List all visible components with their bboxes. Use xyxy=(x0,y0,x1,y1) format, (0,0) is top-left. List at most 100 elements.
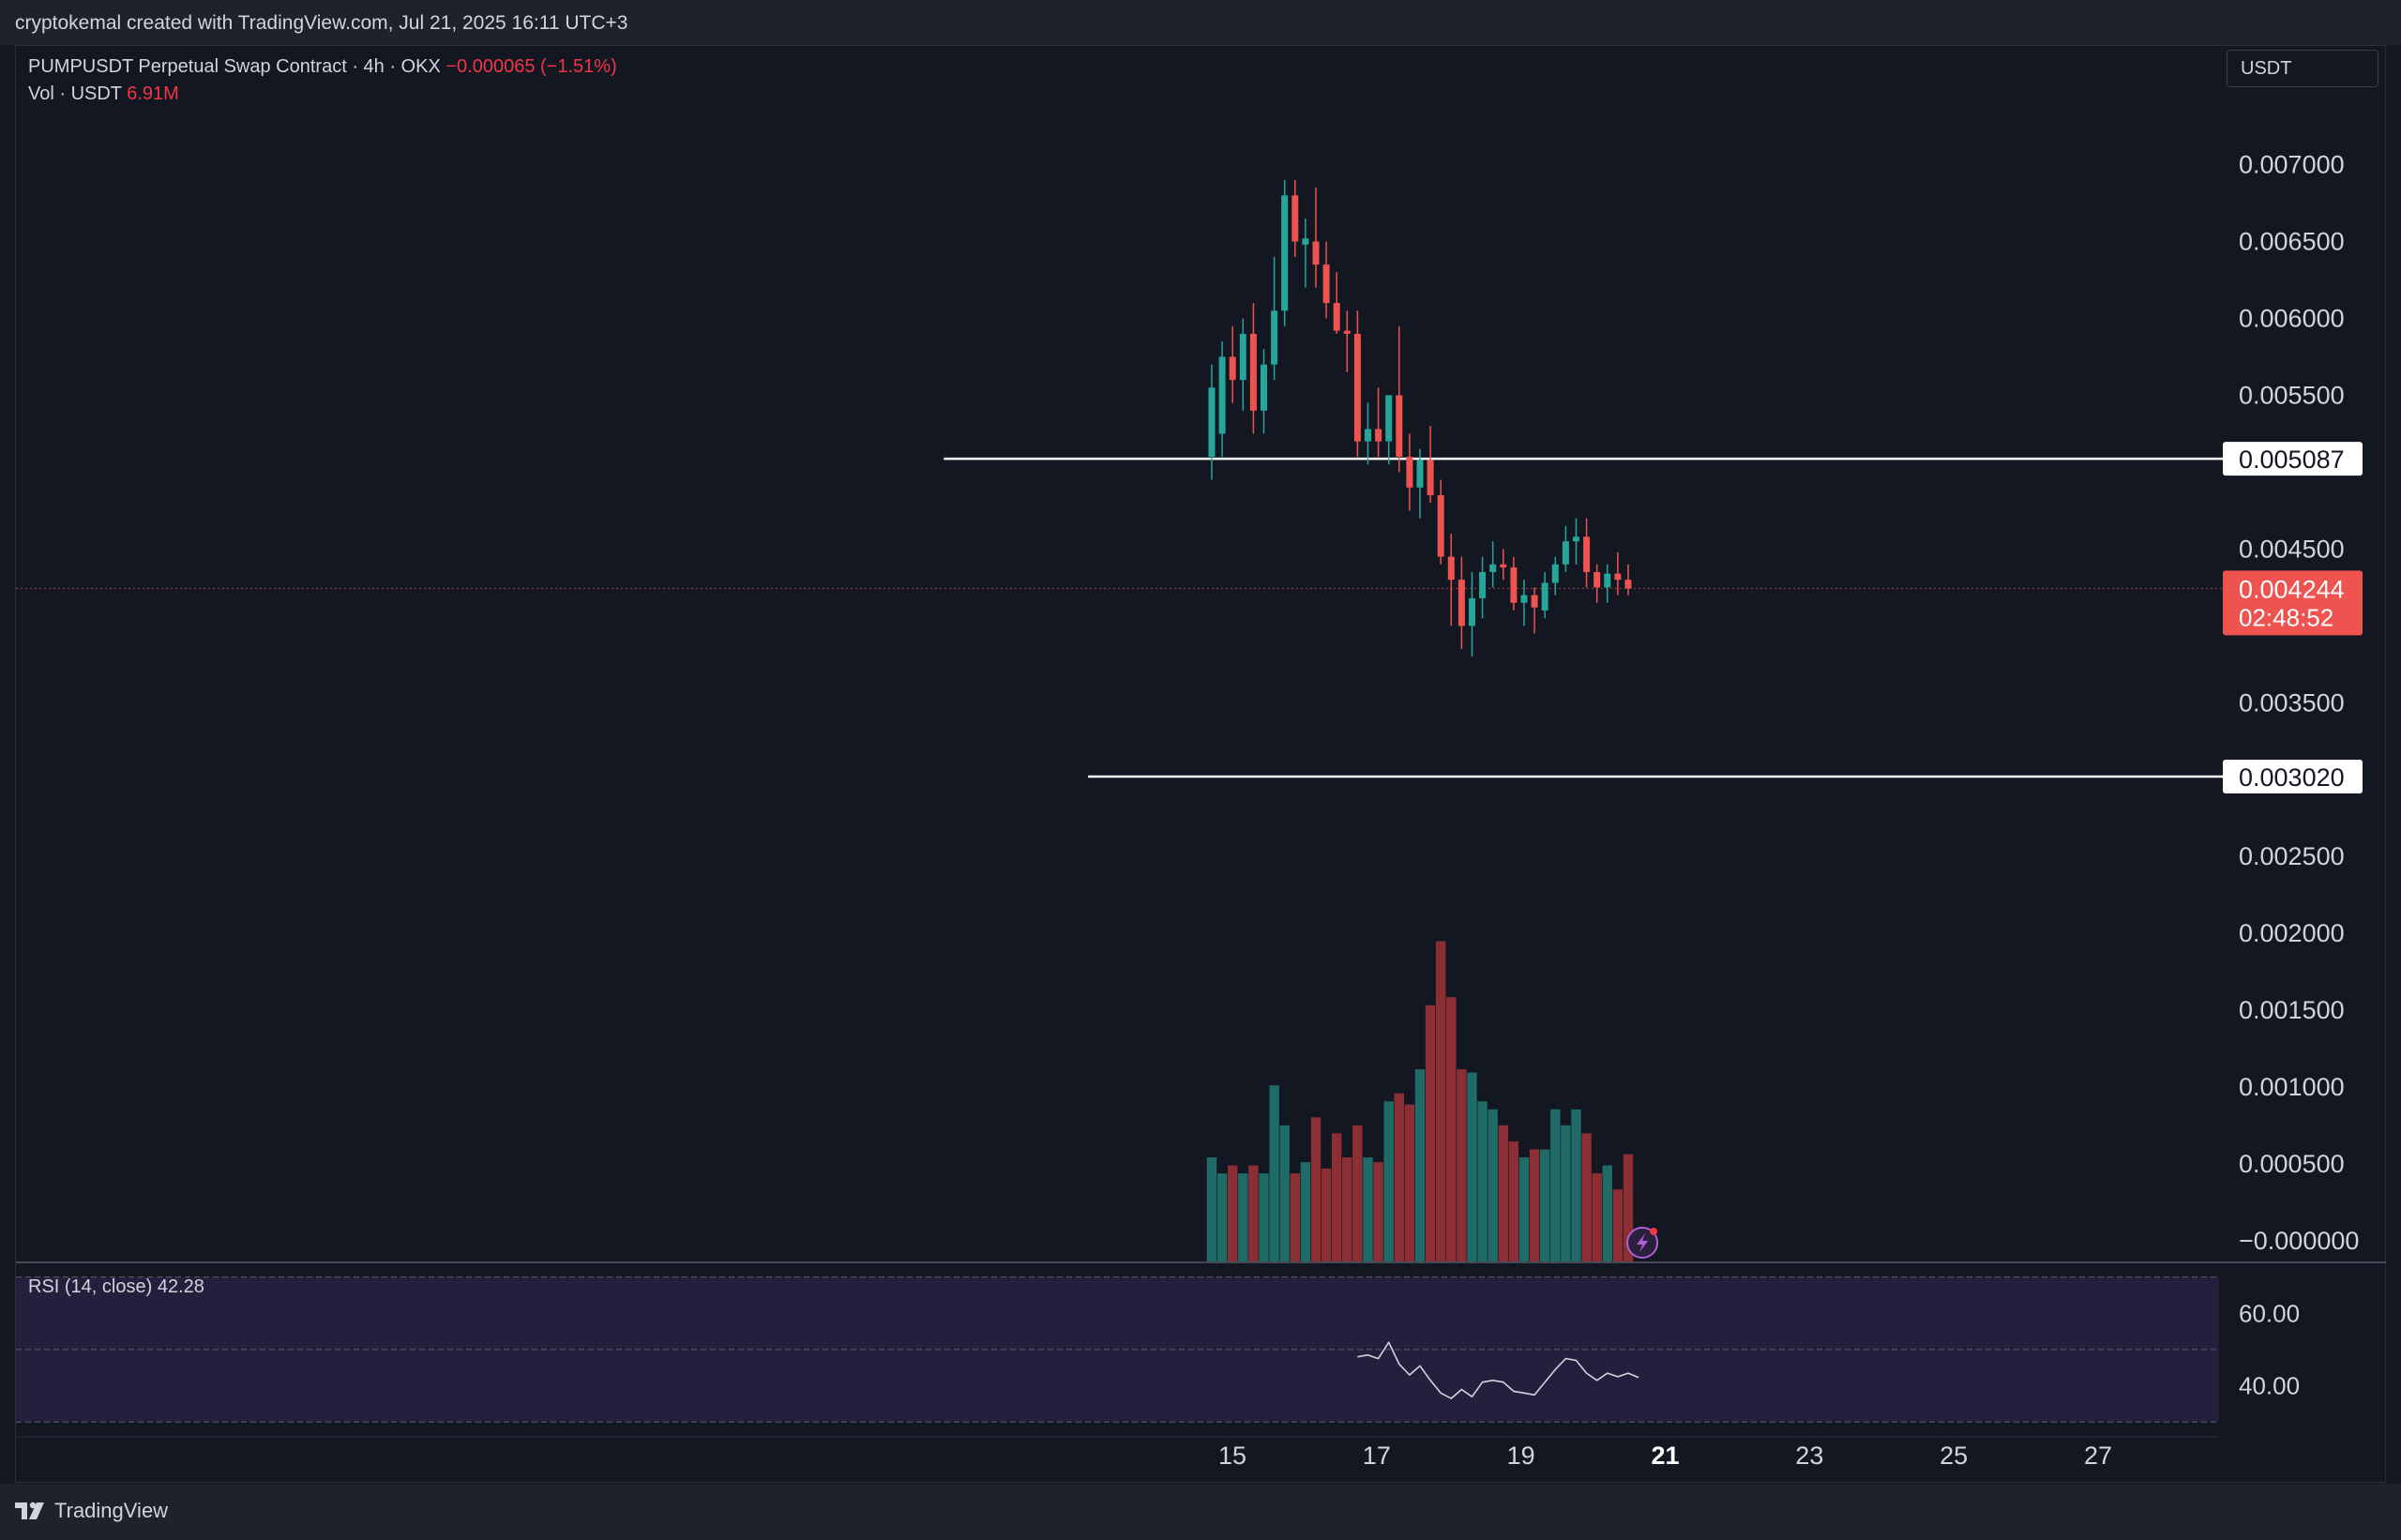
candle-body xyxy=(1531,595,1538,608)
volume-bar xyxy=(1279,1125,1290,1261)
symbol-title: PUMPUSDT Perpetual Swap Contract · 4h · … xyxy=(28,56,441,77)
time-tick-label: 21 xyxy=(1651,1442,1679,1470)
candle-body xyxy=(1375,429,1382,442)
currency-label: USDT xyxy=(2241,58,2292,79)
volume-bar xyxy=(1342,1157,1352,1261)
candle-body xyxy=(1239,333,1246,381)
time-tick-label: 25 xyxy=(1940,1442,1968,1470)
rsi-label: RSI (14, close) xyxy=(28,1276,153,1297)
time-tick-label: 17 xyxy=(1363,1442,1391,1470)
volume-bar xyxy=(1425,1004,1436,1261)
candle-body xyxy=(1624,580,1632,589)
candle-body xyxy=(1385,395,1393,442)
candle-body xyxy=(1510,567,1518,603)
notification-dot xyxy=(1650,1228,1658,1235)
candle-body xyxy=(1208,387,1216,458)
candle-body xyxy=(1343,330,1351,334)
candle-body xyxy=(1365,429,1371,442)
candle-body xyxy=(1489,564,1497,572)
candle-body xyxy=(1562,541,1569,565)
rsi-tick-label: 40.00 xyxy=(2239,1372,2300,1400)
candle-body xyxy=(1551,564,1559,583)
time-tick-label: 15 xyxy=(1218,1442,1246,1470)
volume-bar xyxy=(1498,1125,1508,1261)
candlestick-series xyxy=(1208,179,1632,657)
chart-overlays xyxy=(1626,1227,1659,1259)
volume-bar xyxy=(1540,1149,1550,1261)
candle-body xyxy=(1593,571,1601,588)
rsi-tick-label: 60.00 xyxy=(2239,1299,2300,1327)
price-tick-label: 0.006500 xyxy=(2239,228,2345,256)
volume-bar xyxy=(1290,1173,1300,1261)
attribution-text: cryptokemal created with TradingView.com… xyxy=(15,12,628,34)
candle-body xyxy=(1416,460,1424,488)
volume-bar xyxy=(1581,1133,1592,1261)
volume-bar xyxy=(1228,1165,1238,1261)
volume-bar xyxy=(1383,1101,1394,1261)
volume-bar xyxy=(1310,1117,1321,1261)
lightning-icon xyxy=(1637,1233,1649,1252)
candle-body xyxy=(1406,457,1413,488)
volume-bar xyxy=(1300,1162,1311,1261)
volume-bar xyxy=(1394,1093,1404,1261)
time-tick-label: 27 xyxy=(2084,1442,2112,1470)
time-axis: 15 17 19 21 23 25 27 xyxy=(1218,1442,2112,1470)
price-tick-label: 0.004500 xyxy=(2239,535,2345,563)
candle-body xyxy=(1249,333,1257,411)
level-price-label: 0.003020 xyxy=(2239,763,2345,792)
volume-bar xyxy=(1259,1173,1269,1261)
volume-bar xyxy=(1561,1125,1571,1261)
candle-body xyxy=(1396,395,1403,458)
volume-bar xyxy=(1363,1157,1373,1261)
candle-body xyxy=(1271,310,1278,365)
volume-bar xyxy=(1487,1109,1498,1261)
volume-bar xyxy=(1269,1085,1279,1261)
symbol-legend[interactable]: PUMPUSDT Perpetual Swap Contract · 4h · … xyxy=(28,56,617,78)
price-tick-label: 0.001500 xyxy=(2239,996,2345,1024)
candle-body xyxy=(1520,595,1528,603)
volume-bar xyxy=(1623,1154,1634,1261)
rsi-legend[interactable]: RSI (14, close) 42.28 xyxy=(28,1276,204,1298)
volume-bar xyxy=(1216,1173,1228,1261)
candle-body xyxy=(1583,536,1591,572)
horizontal-levels xyxy=(16,457,2223,778)
volume-bar xyxy=(1518,1157,1530,1261)
volume-bar xyxy=(1238,1173,1248,1261)
time-tick-label: 19 xyxy=(1507,1442,1535,1470)
volume-bar xyxy=(1436,941,1446,1261)
candle-body xyxy=(1291,195,1299,242)
chart-separators xyxy=(16,1261,2386,1438)
rsi-pane: 60.00 40.00 xyxy=(16,1276,2300,1423)
volume-label: Vol · USDT xyxy=(28,83,122,104)
chart-frame xyxy=(15,45,2386,1483)
candle-body xyxy=(1573,536,1579,542)
time-tick-label: 23 xyxy=(1795,1442,1823,1470)
volume-bar xyxy=(1477,1101,1487,1261)
candle-body xyxy=(1457,580,1465,627)
price-tick-label: 0.005500 xyxy=(2239,381,2345,409)
volume-bar xyxy=(1332,1133,1342,1261)
level-price-tag xyxy=(2223,442,2363,476)
price-axis: 0.007000 0.006500 0.006000 0.005500 0.004500… xyxy=(2239,151,2359,1255)
price-tick-label: 0.000500 xyxy=(2239,1150,2345,1178)
volume-legend[interactable]: Vol · USDT 6.91M xyxy=(28,83,179,105)
tradingview-logo[interactable]: TradingView xyxy=(15,1499,168,1523)
last-price-tag xyxy=(2223,570,2363,636)
footer-bar: TradingView xyxy=(0,1484,2401,1540)
candle-body xyxy=(1500,564,1507,568)
volume-bar xyxy=(1508,1140,1519,1261)
candle-body xyxy=(1447,556,1455,581)
candle-body xyxy=(1218,356,1226,434)
currency-selector[interactable]: USDT xyxy=(2227,50,2378,87)
volume-bar xyxy=(1550,1109,1561,1261)
candle-body xyxy=(1479,571,1487,598)
last-price-label: 0.004244 xyxy=(2239,575,2345,603)
candle-body xyxy=(1353,333,1361,442)
price-tick-label: 0.002000 xyxy=(2239,919,2345,947)
candle-body xyxy=(1281,195,1289,311)
candle-body xyxy=(1614,573,1622,581)
volume-bar xyxy=(1592,1173,1602,1261)
candle-body xyxy=(1469,597,1475,627)
